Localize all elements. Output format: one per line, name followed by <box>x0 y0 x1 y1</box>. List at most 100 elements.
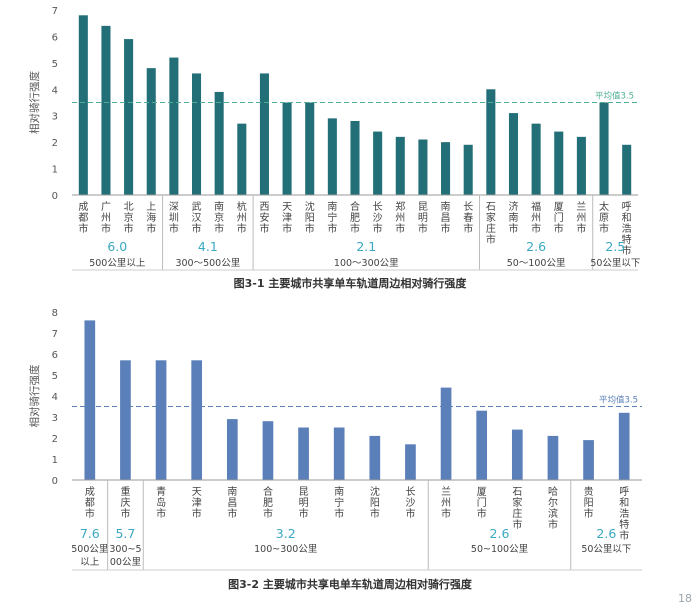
y-tick-label: 7 <box>52 6 58 17</box>
bar <box>369 435 381 480</box>
bar <box>327 118 337 195</box>
bar <box>262 421 274 480</box>
x-tick-label: 郑州市 <box>395 200 405 235</box>
x-tick-label: 重庆市 <box>120 485 130 520</box>
bar <box>298 427 309 480</box>
group-average-value: 2.5 <box>605 239 625 254</box>
x-tick-label: 北京市 <box>124 201 134 235</box>
bar <box>191 73 202 195</box>
y-tick-label: 1 <box>52 455 58 466</box>
bar <box>599 102 609 195</box>
bar <box>333 427 345 480</box>
x-tick-label: 南宁市 <box>327 200 337 235</box>
x-tick-label: 上海市 <box>146 201 156 235</box>
bar <box>155 360 167 480</box>
chart-bike-intensity: 0 1 2 3 4 5 6 7 相对骑行强度 平均值3.5 成都市 广州市 北京市 上海市 深圳市 武汉市 南京… <box>28 6 640 290</box>
bar <box>226 419 238 480</box>
x-tick-label: 南宁市 <box>334 485 344 520</box>
x-tick-label: 厦门市 <box>554 201 564 235</box>
y-tick-label: 3 <box>52 112 58 123</box>
y-axis-label: 相对骑行强度 <box>28 71 41 134</box>
group-average-value: 2.6 <box>526 239 546 254</box>
x-tick-label: 兰州市 <box>576 200 586 235</box>
bar <box>440 387 452 480</box>
group-distance-label: 500公里以上 <box>89 258 146 269</box>
x-tick-label: 石家庄市 <box>486 202 496 246</box>
y-tick-label: 4 <box>52 85 58 96</box>
x-tick-label: 呼和浩特市 <box>622 201 632 257</box>
bar <box>463 144 473 195</box>
bar <box>350 121 360 195</box>
x-tick-label: 南京市 <box>214 200 224 235</box>
x-tick-label: 济南市 <box>508 200 518 235</box>
page-number: 18 <box>678 592 692 605</box>
y-tick-label: 5 <box>52 371 58 382</box>
x-tick-label: 昆明市 <box>299 486 309 520</box>
average-label: 平均值3.5 <box>599 395 638 406</box>
x-tick-label: 福州市 <box>531 200 541 235</box>
x-tick-label: 长春市 <box>463 201 473 235</box>
x-tick-label: 广州市 <box>101 201 111 235</box>
x-tick-label: 成都市 <box>85 486 95 520</box>
group-distance-label: 50~100公里 <box>471 544 528 555</box>
x-tick-label: 哈尔滨市 <box>548 485 558 531</box>
bar <box>124 39 134 196</box>
group-distance-label: 50公里以下 <box>590 258 640 269</box>
group-average-value: 5.7 <box>115 526 135 541</box>
group-distance-label: 50公里以下 <box>581 544 631 555</box>
bar <box>441 142 451 195</box>
group-average-value: 2.6 <box>596 526 616 541</box>
bar <box>531 123 541 195</box>
x-tick-label: 长沙市 <box>373 201 383 235</box>
bar <box>418 139 428 195</box>
bar <box>120 360 131 480</box>
y-tick-label: 8 <box>52 308 58 319</box>
y-tick-label: 3 <box>52 413 58 424</box>
y-tick-label: 7 <box>52 329 58 340</box>
x-tick-label: 太原市 <box>599 200 609 235</box>
x-tick-label: 武汉市 <box>192 200 202 235</box>
bar <box>169 57 179 196</box>
group-distance-label: 100～300公里 <box>334 258 399 269</box>
x-tick-label: 合肥市 <box>350 200 360 235</box>
bar <box>618 412 630 480</box>
chart-ebike-intensity: 0 1 2 3 4 5 6 7 8 相对骑行强度 平均值3.5 成都市 重庆市 青岛市 天津市 南昌市 合肥市 昆… <box>28 308 642 591</box>
y-tick-label: 0 <box>52 191 58 202</box>
bar <box>282 102 292 195</box>
x-tick-label: 石家庄市 <box>512 487 522 531</box>
y-tick-label: 6 <box>52 350 58 361</box>
chart-title: 图3-2 主要城市共享电单车轨道周边相对骑行强度 <box>228 577 473 591</box>
y-tick-label: 2 <box>52 138 58 149</box>
bar <box>511 429 523 480</box>
y-tick-label: 1 <box>52 165 58 176</box>
x-tick-label: 长沙市 <box>405 486 415 520</box>
group-average-value: 2.6 <box>490 526 510 541</box>
x-tick-label: 成都市 <box>78 201 88 235</box>
bar <box>583 440 594 480</box>
group-distance-label: 100~300公里 <box>254 544 317 555</box>
bar <box>373 131 383 195</box>
y-tick-label: 5 <box>52 59 58 70</box>
x-tick-label: 西安市 <box>259 202 269 235</box>
bar <box>146 68 156 195</box>
bar <box>622 144 632 195</box>
x-tick-label: 天津市 <box>192 487 202 520</box>
x-tick-label: 呼和浩特市 <box>619 486 629 542</box>
y-tick-label: 0 <box>52 476 58 487</box>
y-axis-label: 相对骑行强度 <box>28 364 41 427</box>
bar <box>214 91 224 195</box>
x-tick-label: 合肥市 <box>263 485 273 520</box>
bar <box>191 360 203 480</box>
x-tick-label: 深圳市 <box>169 201 179 235</box>
x-tick-label: 沈阳市 <box>305 200 315 235</box>
group-distance-label: 300～500公里 <box>175 258 240 269</box>
bar <box>576 136 586 195</box>
group-distance-label: 50～100公里 <box>507 258 566 269</box>
group-average-value: 4.1 <box>198 239 218 254</box>
x-tick-label: 青岛市 <box>156 485 166 520</box>
group-distance-label: 500公里以上 <box>71 544 108 568</box>
bar <box>259 73 269 195</box>
x-tick-label: 贵阳市 <box>584 485 594 520</box>
group-average-value: 6.0 <box>107 239 127 254</box>
